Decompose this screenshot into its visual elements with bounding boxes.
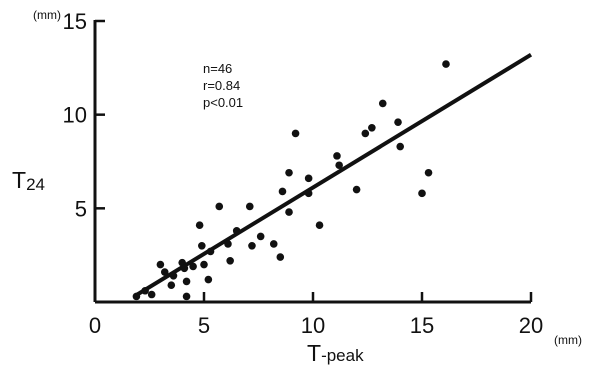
data-point	[169, 271, 178, 280]
data-point	[442, 60, 450, 68]
data-point	[396, 142, 405, 151]
data-point	[156, 260, 165, 269]
data-point	[147, 290, 156, 299]
x-tick-label: 20	[519, 313, 543, 338]
data-point	[418, 189, 426, 198]
data-point	[424, 168, 433, 177]
data-point	[269, 240, 278, 248]
data-point	[361, 129, 370, 138]
annotation-n: n=46	[203, 61, 232, 76]
data-point	[245, 202, 254, 211]
y-tick-label: 10	[63, 103, 87, 128]
data-point	[232, 227, 241, 235]
x-axis-title: T-peak	[307, 340, 364, 366]
data-point	[352, 185, 361, 194]
data-point	[198, 242, 206, 250]
data-point	[304, 189, 313, 198]
axes: 0 5 10 15 20 5 10 15	[63, 9, 544, 338]
stats-annotation: n=46 r=0.84 p<0.01	[203, 61, 243, 110]
data-point	[195, 221, 204, 229]
data-point	[278, 187, 287, 196]
x-tick-label: 0	[89, 313, 101, 338]
regression-line	[133, 53, 533, 299]
data-points	[132, 60, 450, 301]
x-unit-label: (mm)	[554, 333, 582, 347]
data-point	[276, 253, 285, 261]
data-point	[132, 292, 141, 301]
data-point	[224, 240, 232, 248]
data-point	[368, 123, 376, 132]
y-unit-label: (mm)	[33, 8, 61, 22]
y-ticks: 5 10 15	[63, 9, 105, 221]
data-point	[182, 292, 191, 301]
x-axis-title-sub: -peak	[321, 346, 364, 365]
y-axis-title-sub: 24	[26, 175, 45, 194]
data-point	[206, 247, 215, 256]
data-point	[215, 202, 224, 211]
data-point	[200, 260, 208, 269]
data-point	[141, 286, 149, 295]
data-point	[394, 118, 402, 126]
data-point	[285, 208, 293, 216]
y-tick-label: 5	[75, 196, 87, 221]
data-point	[180, 264, 189, 273]
data-point	[160, 268, 169, 276]
x-axis-title-main: T	[307, 340, 321, 366]
data-point	[304, 174, 313, 183]
data-point	[167, 281, 176, 289]
data-point	[335, 161, 343, 170]
y-axis-title-main: T	[12, 167, 26, 193]
data-point	[226, 256, 234, 265]
annotation-r: r=0.84	[203, 78, 240, 93]
x-ticks: 0 5 10 15 20	[89, 292, 543, 338]
data-point	[248, 242, 256, 250]
data-point	[333, 152, 341, 160]
x-tick-label: 15	[410, 313, 434, 338]
y-tick-label: 15	[63, 9, 87, 34]
data-point	[204, 275, 213, 284]
data-point	[189, 262, 197, 271]
x-tick-label: 5	[198, 313, 210, 338]
x-tick-label: 10	[301, 313, 325, 338]
y-axis-title: T24	[12, 167, 45, 194]
data-point	[315, 221, 324, 229]
data-point	[378, 99, 387, 108]
data-point	[256, 232, 265, 241]
data-point	[291, 129, 300, 138]
annotation-p: p<0.01	[203, 95, 243, 110]
data-point	[182, 277, 191, 286]
data-point	[285, 168, 293, 177]
